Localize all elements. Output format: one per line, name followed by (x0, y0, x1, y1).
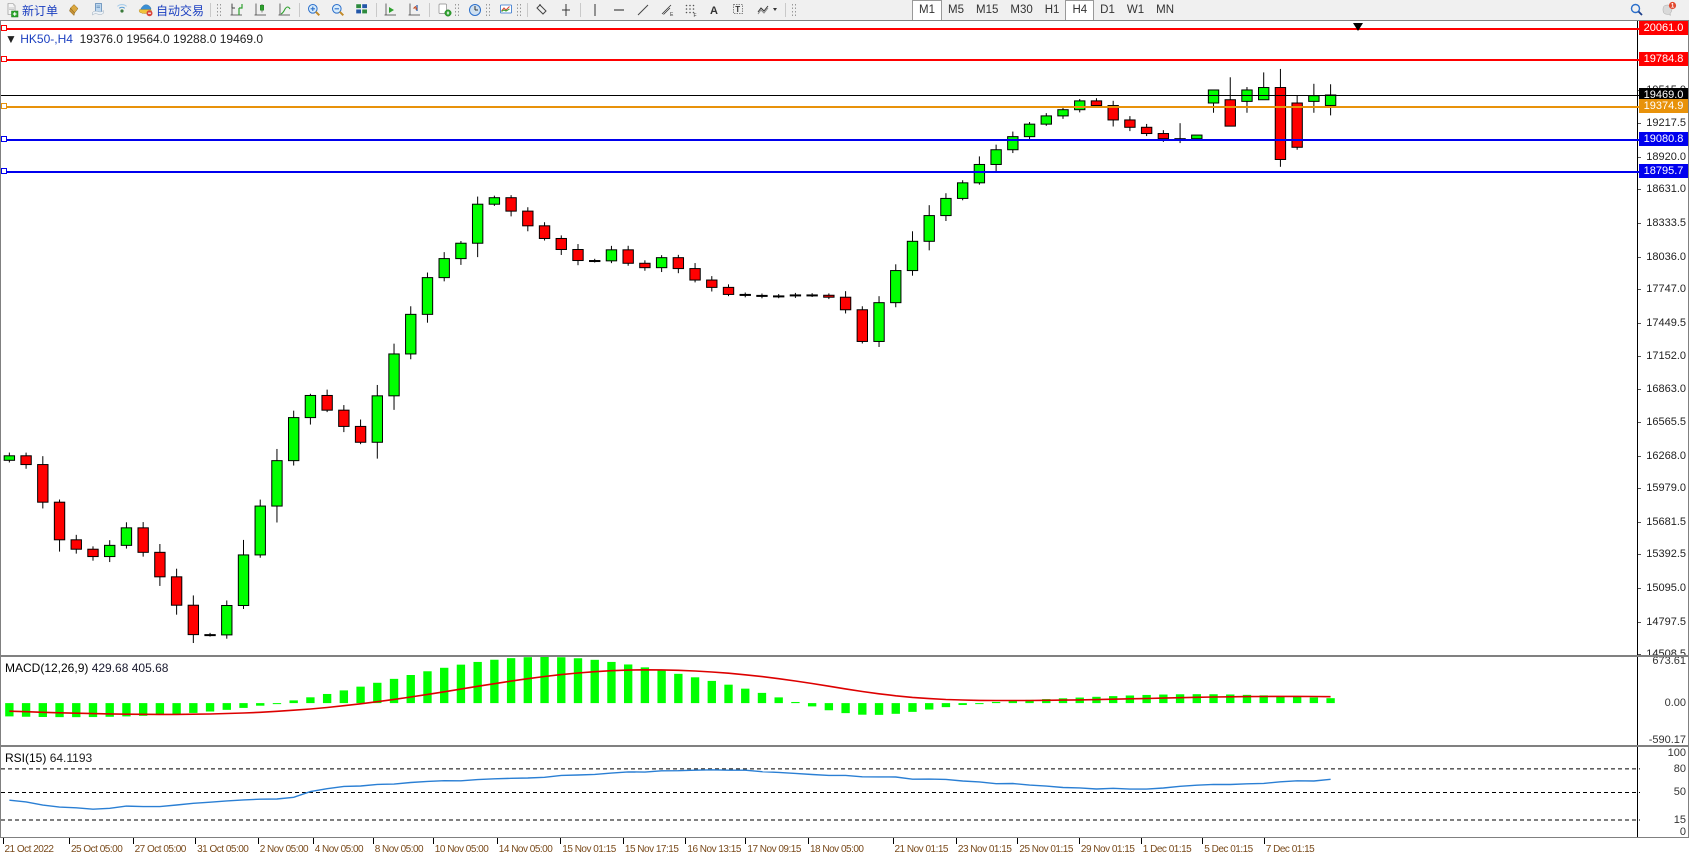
svg-text:A: A (710, 5, 718, 17)
svg-text:E: E (670, 12, 674, 18)
svg-text:T: T (735, 5, 740, 14)
svg-text:F: F (694, 13, 697, 18)
